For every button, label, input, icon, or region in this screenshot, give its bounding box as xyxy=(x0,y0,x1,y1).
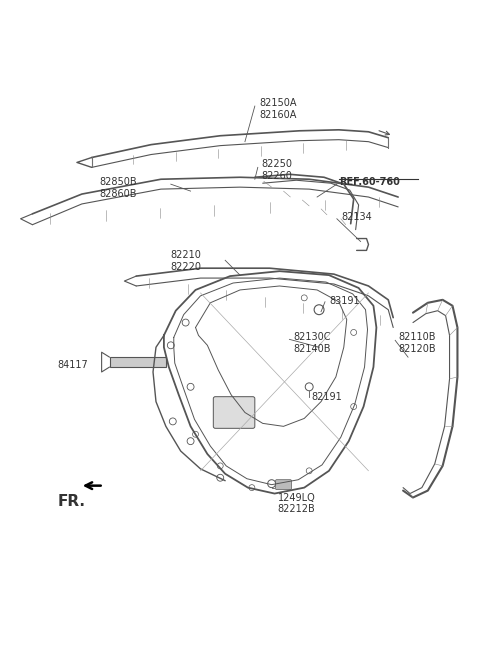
Text: FR.: FR. xyxy=(57,494,85,508)
Text: REF.60-760: REF.60-760 xyxy=(339,178,400,187)
Text: 1249LQ: 1249LQ xyxy=(277,493,315,502)
Text: 82110B: 82110B xyxy=(398,333,436,343)
Text: 82134: 82134 xyxy=(342,212,372,222)
Text: 82860B: 82860B xyxy=(100,189,137,199)
Text: 82140B: 82140B xyxy=(293,345,331,354)
Text: 82120B: 82120B xyxy=(398,345,436,354)
Text: 82160A: 82160A xyxy=(260,110,297,120)
Text: 82150A: 82150A xyxy=(260,98,297,108)
Text: 82260: 82260 xyxy=(262,172,293,181)
Text: 82212B: 82212B xyxy=(277,504,315,514)
Text: 82850B: 82850B xyxy=(100,178,137,187)
Text: 83191: 83191 xyxy=(329,296,360,306)
Text: 82130C: 82130C xyxy=(293,333,331,343)
Text: 84117: 84117 xyxy=(57,360,88,370)
FancyBboxPatch shape xyxy=(213,397,255,428)
Text: 82191: 82191 xyxy=(311,392,342,402)
Text: 82210: 82210 xyxy=(171,250,202,261)
Text: 82250: 82250 xyxy=(262,159,293,170)
Circle shape xyxy=(314,305,324,314)
Circle shape xyxy=(305,383,313,391)
Text: 82220: 82220 xyxy=(171,262,202,272)
Polygon shape xyxy=(109,357,166,367)
FancyBboxPatch shape xyxy=(276,479,291,489)
